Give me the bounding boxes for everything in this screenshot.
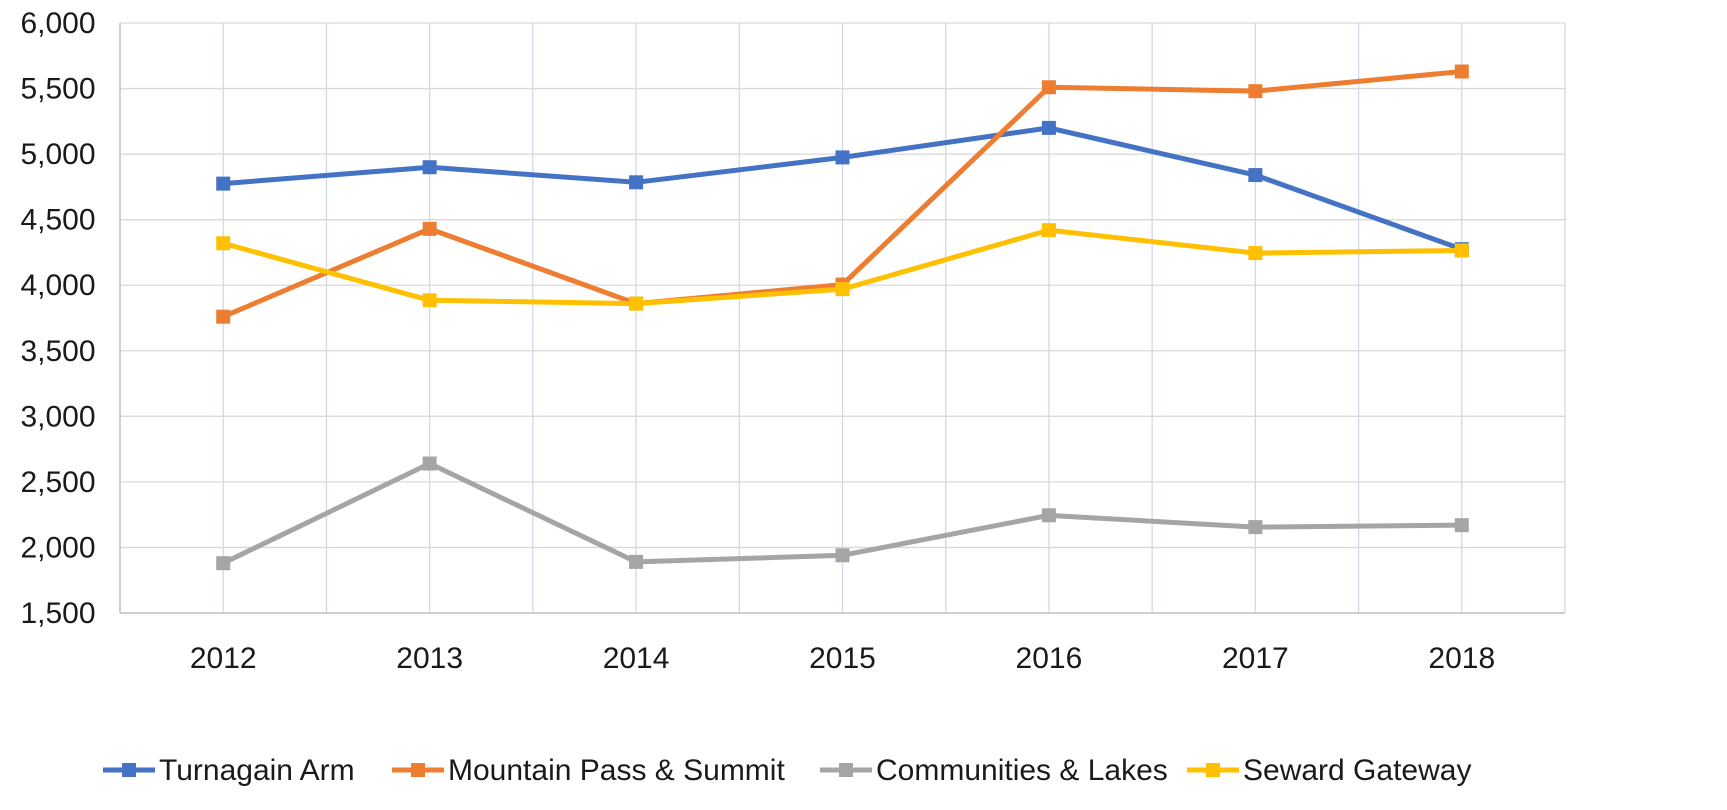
x-tick-label: 2012: [190, 642, 257, 675]
legend-marker: [122, 763, 136, 777]
legend-entry: Seward Gateway: [1187, 754, 1471, 787]
x-tick-label: 2013: [396, 642, 463, 675]
y-tick-label: 2,000: [20, 531, 95, 564]
data-point: [1041, 120, 1056, 135]
y-tick-label: 3,000: [20, 400, 95, 433]
data-point: [1041, 508, 1056, 523]
x-tick-label: 2015: [809, 642, 876, 675]
x-tick-label: 2018: [1428, 642, 1495, 675]
legend-label: Turnagain Arm: [159, 754, 355, 787]
data-point: [835, 150, 850, 165]
data-point: [216, 176, 231, 191]
legend: Turnagain Arm Mountain Pass & Summit Commu…: [103, 754, 1471, 787]
y-tick-label: 4,000: [20, 269, 95, 302]
series-lines: [216, 64, 1469, 571]
data-point: [629, 296, 644, 311]
series-3: [216, 223, 1469, 311]
data-point: [1454, 518, 1469, 533]
data-point: [1248, 168, 1263, 183]
data-point: [422, 456, 437, 471]
data-point: [422, 160, 437, 175]
legend-entry: Mountain Pass & Summit: [392, 754, 785, 787]
gridlines: [120, 22, 1566, 613]
y-tick-label: 1,500: [20, 597, 95, 630]
data-point: [216, 309, 231, 324]
axes: [119, 23, 1565, 614]
series-2: [216, 456, 1469, 571]
legend-marker: [839, 763, 853, 777]
data-point: [1041, 80, 1056, 95]
data-point: [216, 236, 231, 251]
y-tick-label: 3,500: [20, 335, 95, 368]
data-point: [1454, 243, 1469, 258]
legend-marker: [411, 763, 425, 777]
data-point: [422, 293, 437, 308]
y-tick-label: 5,500: [20, 73, 95, 106]
legend-entry: Communities & Lakes: [820, 754, 1168, 787]
legend-label: Communities & Lakes: [876, 754, 1168, 787]
y-axis-tick-labels: 1,500 2,000 2,500 3,000 3,500 4,000 4,500 5,000…: [20, 7, 95, 630]
data-point: [629, 175, 644, 190]
data-point: [1248, 84, 1263, 99]
data-point: [629, 554, 644, 569]
y-tick-label: 2,500: [20, 466, 95, 499]
x-axis-tick-labels: 2012 2013 2014 2015 2016 2017 2018: [190, 642, 1495, 675]
data-point: [1248, 520, 1263, 535]
x-tick-label: 2017: [1222, 642, 1289, 675]
data-point: [216, 556, 231, 571]
legend-label: Seward Gateway: [1243, 754, 1471, 787]
x-tick-label: 2014: [603, 642, 670, 675]
y-tick-label: 4,500: [20, 204, 95, 237]
y-tick-label: 5,000: [20, 138, 95, 171]
data-point: [835, 548, 850, 563]
data-point: [422, 221, 437, 236]
legend-label: Mountain Pass & Summit: [448, 754, 785, 787]
data-point: [835, 282, 850, 297]
series-0: [216, 120, 1469, 257]
data-point: [1041, 223, 1056, 238]
legend-marker: [1206, 763, 1220, 777]
data-point: [1454, 64, 1469, 79]
x-tick-label: 2016: [1016, 642, 1083, 675]
data-point: [1248, 246, 1263, 261]
legend-entry: Turnagain Arm: [103, 754, 355, 787]
y-tick-label: 6,000: [20, 7, 95, 40]
